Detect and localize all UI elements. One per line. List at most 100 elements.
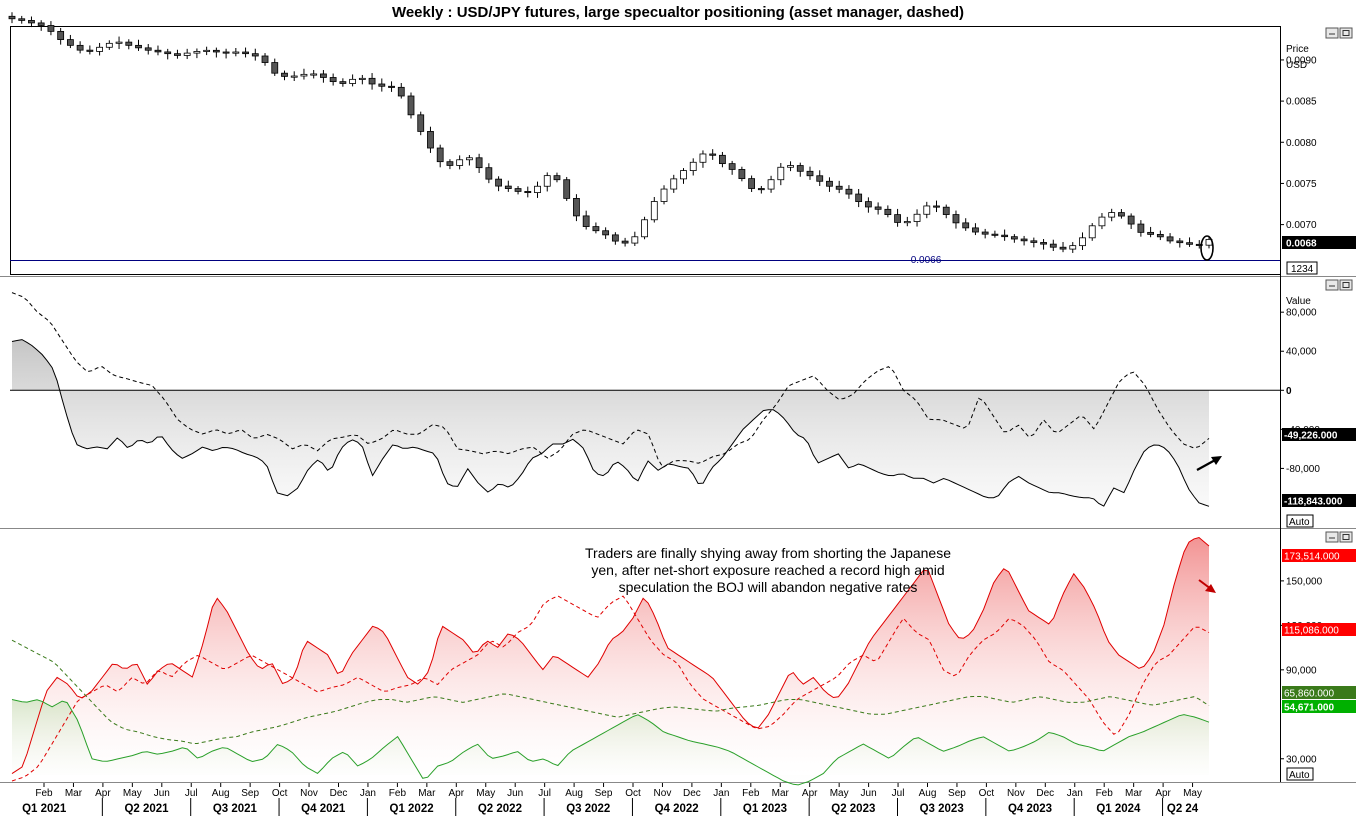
price-axis-ticks: 0.0090 0.0085 0.0080 0.0075 0.0070 (1280, 55, 1317, 231)
candle (368, 73, 376, 90)
candle (1156, 230, 1164, 241)
candle (981, 228, 989, 239)
leveraged-long-area (12, 699, 1209, 785)
candle (125, 39, 133, 50)
maximize-icon[interactable] (1339, 27, 1353, 39)
gross-tick-label: 90,000 (1286, 665, 1317, 676)
leveraged-short-area (12, 537, 1209, 775)
quarter-label: Q2 2023 (831, 803, 875, 815)
candle (358, 74, 366, 85)
candle (670, 174, 678, 193)
candle (991, 230, 999, 238)
quarter-label: Q2 2021 (124, 803, 169, 815)
net-dashed-badge (1282, 428, 1356, 441)
candle (816, 170, 824, 186)
price-pane-controls[interactable] (1325, 27, 1353, 39)
candle (96, 42, 103, 56)
candle (660, 185, 668, 205)
candle (1166, 233, 1174, 244)
month-label: Nov (654, 788, 672, 799)
candle (855, 188, 863, 208)
month-label: Feb (1096, 788, 1114, 799)
time-axis: Feb Mar Apr May Jun Jul Aug Sep Oct Nov Dec Jan Feb M… (22, 783, 1202, 816)
net-axis-title: Value (1286, 296, 1311, 307)
candle (1010, 234, 1018, 243)
maximize-icon[interactable] (1339, 531, 1353, 543)
price-tick-label: 0.0080 (1286, 138, 1317, 149)
candle (1088, 223, 1096, 241)
candle (826, 177, 833, 192)
candle (933, 200, 940, 213)
quarter-label: Q3 2021 (213, 803, 258, 815)
candle (144, 43, 152, 55)
month-label: May (123, 788, 142, 799)
candle (417, 111, 425, 136)
quarter-label: Q1 2022 (390, 803, 434, 815)
annotation-line-1: Traders are finally shying away from sho… (585, 545, 951, 561)
candle (1001, 229, 1009, 241)
candle (456, 155, 464, 170)
candle (1186, 237, 1193, 247)
candle (806, 166, 814, 180)
month-label: Aug (212, 788, 230, 799)
month-label: Mar (418, 788, 436, 799)
quarter-label: Q4 2023 (1008, 803, 1052, 815)
month-label: Mar (1125, 788, 1143, 799)
candle (222, 48, 230, 59)
maximize-icon[interactable] (1339, 279, 1353, 291)
candle (680, 168, 687, 184)
month-label: Oct (272, 788, 288, 799)
window-controls[interactable] (1325, 27, 1353, 543)
quarter-label: Q2 24 (1167, 803, 1199, 815)
month-label: Oct (979, 788, 995, 799)
long-lev-badge (1282, 700, 1356, 713)
candle (212, 47, 220, 58)
quarter-label: Q4 2022 (655, 803, 699, 815)
auto-scale-button[interactable] (1286, 514, 1314, 528)
candle (1147, 226, 1155, 238)
month-label: May (476, 788, 495, 799)
month-label: Jan (360, 788, 376, 799)
candle (388, 81, 395, 92)
pane-frames (0, 26, 1356, 783)
maximize-icon-glyph (1342, 30, 1350, 36)
candle (47, 21, 55, 36)
candle (1127, 213, 1135, 229)
candle (1069, 242, 1077, 253)
month-label: Dec (1036, 788, 1054, 799)
candle (553, 172, 561, 183)
annotation-line-2: yen, after net-short exposure reached a … (591, 562, 944, 578)
month-label: Jun (507, 788, 523, 799)
candle (349, 74, 357, 87)
candle (611, 232, 619, 245)
candle (1195, 240, 1203, 249)
month-label: Jan (713, 788, 729, 799)
auto-scale-label: Auto (1289, 517, 1310, 528)
quarter-label: Q1 2023 (743, 803, 787, 815)
last-price-badge (1282, 236, 1356, 249)
candle (504, 180, 512, 192)
candle (310, 70, 318, 79)
leveraged-short-line (11, 536, 1210, 775)
month-label: Jan (1067, 788, 1083, 799)
price-tick-label: 0.0085 (1286, 97, 1317, 108)
maximize-icon-glyph (1342, 282, 1350, 288)
candle (972, 223, 979, 236)
candle (475, 153, 483, 174)
chart-title: Weekly : USD/JPY futures, large specualt… (392, 4, 964, 21)
candle (845, 185, 853, 199)
candle (271, 58, 279, 76)
candle (28, 16, 35, 28)
price-pane: Price USD 0.0090 0.0085 0.0080 0.0075 0.0070… (8, 12, 1356, 275)
candle (602, 227, 610, 239)
month-label: Apr (449, 788, 465, 799)
net-pane-controls[interactable] (1325, 279, 1353, 291)
auto-scale-button[interactable] (1286, 767, 1314, 781)
gross-pane-controls[interactable] (1325, 531, 1353, 543)
minimize-icon[interactable] (1325, 279, 1339, 291)
candle (290, 71, 298, 82)
minimize-icon[interactable] (1325, 27, 1339, 39)
candle (203, 46, 211, 56)
minimize-icon[interactable] (1325, 531, 1339, 543)
candle (534, 181, 541, 198)
